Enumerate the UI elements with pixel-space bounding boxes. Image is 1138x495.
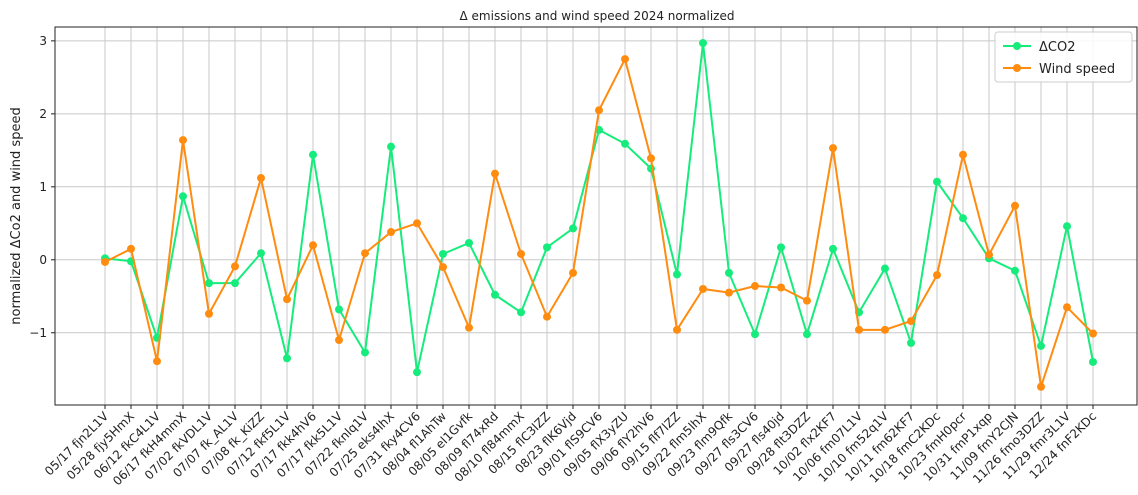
marker: [361, 249, 369, 258]
marker: [959, 214, 967, 223]
marker: [517, 308, 525, 317]
marker: [985, 250, 993, 259]
marker: [309, 241, 317, 250]
marker: [361, 348, 369, 357]
marker: [881, 264, 889, 273]
y-tick-label: 1: [39, 180, 47, 194]
marker: [257, 174, 265, 183]
legend-box: [994, 31, 1133, 83]
marker: [231, 279, 239, 288]
marker: [309, 150, 317, 159]
marker: [205, 309, 213, 318]
marker: [283, 295, 291, 304]
marker: [699, 39, 707, 48]
marker: [413, 219, 421, 228]
marker: [803, 296, 811, 305]
marker: [231, 262, 239, 271]
marker: [595, 106, 603, 115]
marker: [647, 154, 655, 163]
marker: [491, 169, 499, 178]
marker: [751, 330, 759, 339]
marker: [751, 282, 759, 291]
marker: [465, 323, 473, 332]
marker: [699, 284, 707, 293]
marker: [1011, 266, 1019, 275]
marker: [907, 338, 915, 347]
marker: [413, 368, 421, 377]
marker: [543, 243, 551, 252]
marker: [777, 243, 785, 252]
marker: [881, 325, 889, 334]
marker: [179, 192, 187, 201]
marker: [569, 268, 577, 277]
marker: [1011, 201, 1019, 210]
legend-label: ΔCO2: [1039, 40, 1075, 55]
marker: [1063, 303, 1071, 312]
marker: [907, 317, 915, 326]
marker: [1089, 329, 1097, 338]
marker: [725, 268, 733, 277]
marker: [569, 224, 577, 233]
marker: [517, 249, 525, 258]
marker: [387, 228, 395, 237]
chart-title: Δ emissions and wind speed 2024 normaliz…: [460, 9, 735, 23]
marker: [543, 312, 551, 321]
marker: [621, 55, 629, 64]
marker: [101, 257, 109, 266]
marker: [1037, 382, 1045, 391]
marker: [179, 136, 187, 145]
y-axis-label: normalized ΔCo2 and wind speed: [9, 107, 24, 324]
y-tick-label: 3: [39, 34, 47, 48]
marker: [439, 263, 447, 272]
y-tick-label: −1: [29, 326, 47, 340]
marker: [959, 150, 967, 159]
marker: [829, 244, 837, 253]
marker: [803, 330, 811, 339]
y-tick-label: 0: [39, 253, 47, 267]
marker: [465, 239, 473, 247]
marker: [777, 283, 785, 292]
marker: [829, 144, 837, 153]
marker: [283, 354, 291, 363]
marker: [439, 249, 447, 258]
marker: [1063, 222, 1071, 231]
marker: [621, 139, 629, 148]
marker: [933, 271, 941, 280]
marker: [1037, 341, 1045, 350]
marker: [855, 325, 863, 334]
marker: [933, 177, 941, 186]
marker: [127, 244, 135, 253]
plot-frame: [54, 26, 1138, 406]
legend-label: Wind speed: [1039, 62, 1115, 77]
marker: [673, 270, 681, 279]
marker: [153, 357, 161, 366]
marker: [335, 305, 343, 314]
marker: [387, 142, 395, 151]
marker: [257, 249, 265, 258]
marker: [725, 288, 733, 297]
marker: [673, 325, 681, 334]
marker: [335, 336, 343, 345]
legend-marker: [1013, 64, 1021, 72]
marker: [205, 279, 213, 288]
y-tick-label: 2: [39, 107, 47, 121]
marker: [491, 290, 499, 299]
legend-marker: [1013, 42, 1021, 50]
marker: [1089, 357, 1097, 366]
